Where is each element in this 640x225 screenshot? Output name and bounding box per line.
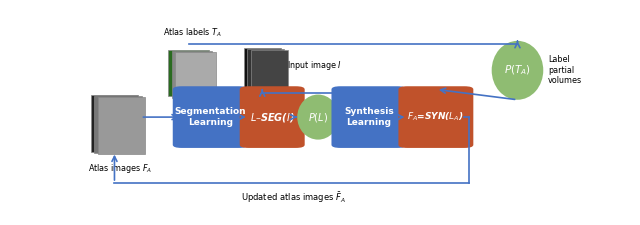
FancyBboxPatch shape	[175, 52, 216, 99]
Ellipse shape	[297, 94, 339, 140]
FancyBboxPatch shape	[399, 86, 474, 148]
Text: Synthesis
Learning: Synthesis Learning	[344, 107, 394, 127]
Text: Input image $I$: Input image $I$	[287, 59, 342, 72]
FancyBboxPatch shape	[91, 94, 138, 152]
Text: $P(T_A)$: $P(T_A)$	[504, 63, 531, 77]
Text: Label
partial
volumes: Label partial volumes	[548, 55, 582, 85]
Text: Atlas images $F_A$: Atlas images $F_A$	[88, 162, 152, 175]
FancyBboxPatch shape	[168, 50, 209, 96]
FancyBboxPatch shape	[251, 50, 288, 95]
Text: Atlas labels $T_A$: Atlas labels $T_A$	[163, 27, 222, 39]
Text: $F_A$=SYN($L_A$): $F_A$=SYN($L_A$)	[408, 111, 464, 123]
Text: $L$–SEG($I$): $L$–SEG($I$)	[250, 111, 294, 124]
FancyBboxPatch shape	[332, 86, 406, 148]
FancyBboxPatch shape	[98, 97, 145, 154]
FancyBboxPatch shape	[173, 86, 248, 148]
Text: Segmentation
Learning: Segmentation Learning	[174, 107, 246, 127]
FancyBboxPatch shape	[240, 86, 305, 148]
FancyBboxPatch shape	[244, 48, 281, 93]
FancyBboxPatch shape	[94, 96, 141, 153]
Ellipse shape	[492, 41, 543, 100]
FancyBboxPatch shape	[172, 51, 212, 97]
Text: $P(L)$: $P(L)$	[308, 111, 328, 124]
FancyBboxPatch shape	[247, 49, 284, 94]
Text: Updated atlas images $\bar{F}_A$: Updated atlas images $\bar{F}_A$	[241, 190, 346, 205]
